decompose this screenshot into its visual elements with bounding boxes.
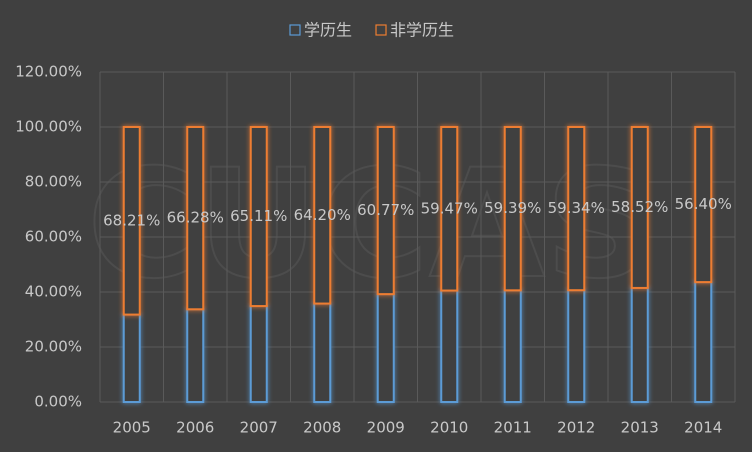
bar-segment <box>694 281 713 404</box>
x-tick-label: 2007 <box>240 419 278 437</box>
bar-segment <box>313 126 332 305</box>
data-label: 68.21% <box>103 211 160 229</box>
bar-segment <box>440 126 459 292</box>
data-label: 59.47% <box>421 199 478 217</box>
y-tick-label: 0.00% <box>34 393 82 411</box>
y-tick-label: 120.00% <box>15 63 82 81</box>
y-tick-label: 100.00% <box>15 118 82 136</box>
y-tick-label: 40.00% <box>25 283 82 301</box>
bar-segment <box>376 126 395 296</box>
x-tick-label: 2014 <box>684 419 722 437</box>
legend-swatch <box>289 24 301 36</box>
bar-segment <box>249 305 268 403</box>
x-tick-label: 2009 <box>367 419 405 437</box>
data-label: 59.34% <box>548 199 605 217</box>
y-tick-label: 80.00% <box>25 173 82 191</box>
x-tick-label: 2012 <box>557 419 595 437</box>
bar-segment <box>567 289 586 403</box>
bar-segment <box>122 313 141 404</box>
y-tick-label: 60.00% <box>25 228 82 246</box>
bar-segment <box>186 308 205 403</box>
x-tick-label: 2008 <box>303 419 341 437</box>
bar-segment <box>376 293 395 403</box>
legend-swatch <box>375 24 387 36</box>
y-tick-label: 20.00% <box>25 338 82 356</box>
bar-segment <box>630 286 649 403</box>
x-tick-label: 2011 <box>494 419 532 437</box>
data-label: 66.28% <box>167 209 224 227</box>
bar-segment <box>503 126 522 292</box>
legend-label: 非学历生 <box>390 21 454 40</box>
data-label: 64.20% <box>294 206 351 224</box>
x-tick-label: 2006 <box>176 419 214 437</box>
bar-segment <box>694 126 713 284</box>
x-tick-label: 2010 <box>430 419 468 437</box>
data-label: 56.40% <box>675 195 732 213</box>
data-label: 59.39% <box>484 199 541 217</box>
x-tick-label: 2005 <box>113 419 151 437</box>
bar-segment <box>503 289 522 404</box>
bar-segment <box>440 289 459 404</box>
legend-label: 学历生 <box>304 21 352 40</box>
bar-segment <box>249 126 268 308</box>
data-label: 65.11% <box>230 207 287 225</box>
bar-segment <box>313 302 332 403</box>
bar-segment <box>186 126 205 311</box>
data-label: 60.77% <box>357 201 414 219</box>
data-label: 58.52% <box>611 198 668 216</box>
x-tick-label: 2013 <box>621 419 659 437</box>
watermark: CUCAS <box>87 138 653 312</box>
bar-segment <box>567 126 586 292</box>
bar-segment <box>122 126 141 316</box>
bar-segment <box>630 126 649 289</box>
